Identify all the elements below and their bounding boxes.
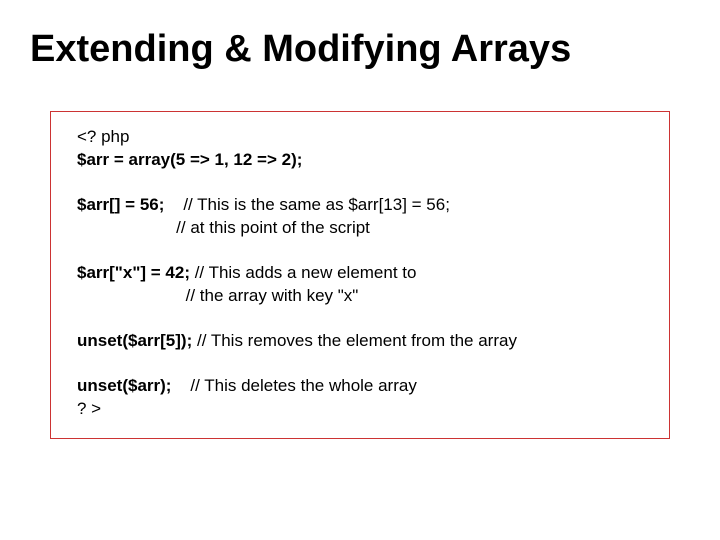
code-unset-arr-comment: // This deletes the whole array [171,376,416,395]
code-addkey-stmt: $arr["x"] = 42; [77,263,190,282]
code-line-append: $arr[] = 56; // This is the same as $arr… [77,194,643,217]
spacer [77,240,643,262]
code-append-comment: // This is the same as $arr[13] = 56; [164,195,450,214]
code-line-addkey: $arr["x"] = 42; // This adds a new eleme… [77,262,643,285]
code-line-append-cont: // at this point of the script [77,217,643,240]
code-line-open: <? php [77,126,643,149]
code-line-unset-arr: unset($arr); // This deletes the whole a… [77,375,643,398]
spacer [77,172,643,194]
slide-container: Extending & Modifying Arrays <? php $arr… [0,0,720,540]
code-addkey-comment: // This adds a new element to [190,263,416,282]
code-line-init: $arr = array(5 => 1, 12 => 2); [77,149,643,172]
slide-title: Extending & Modifying Arrays [30,28,690,71]
code-unset-el-stmt: unset($arr[5]); [77,331,192,350]
code-unset-el-comment: // This removes the element from the arr… [192,331,517,350]
code-unset-arr-stmt: unset($arr); [77,376,171,395]
code-line-addkey-cont: // the array with key "x" [77,285,643,308]
code-line-close: ? > [77,398,643,421]
spacer [77,353,643,375]
code-box: <? php $arr = array(5 => 1, 12 => 2); $a… [50,111,670,439]
spacer [77,308,643,330]
code-append-stmt: $arr[] = 56; [77,195,164,214]
code-line-unset-el: unset($arr[5]); // This removes the elem… [77,330,643,353]
